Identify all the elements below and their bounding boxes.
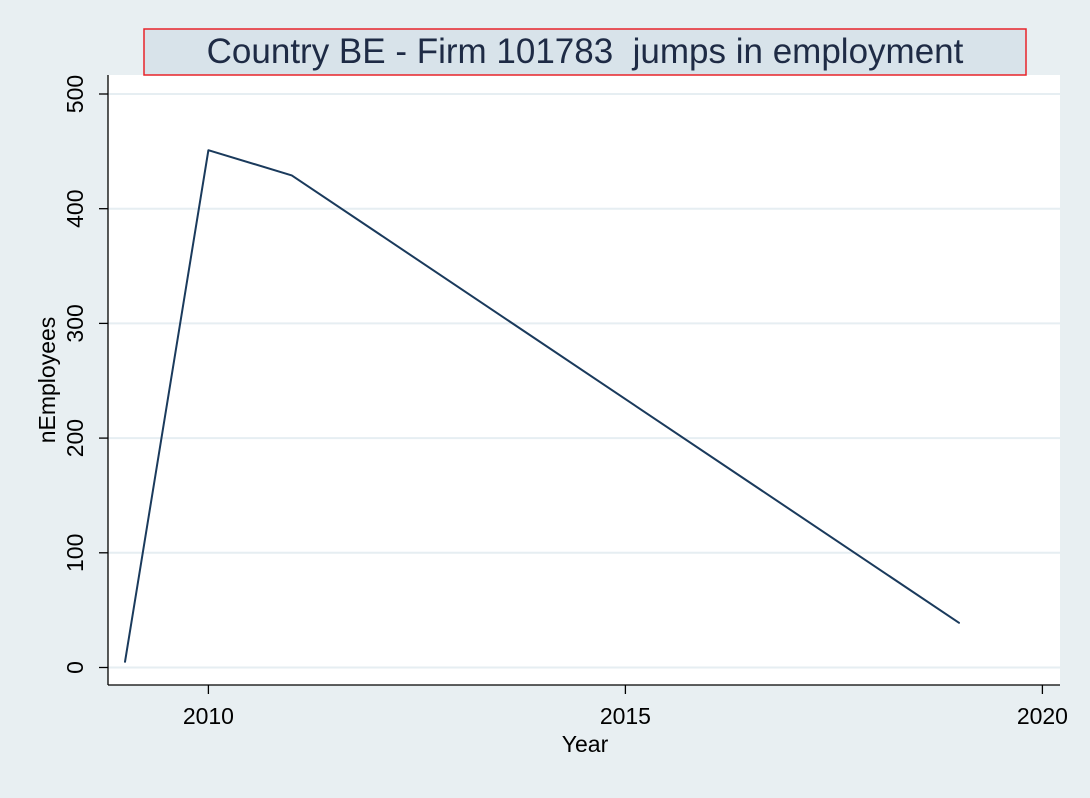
y-tick-label: 300	[62, 304, 88, 342]
y-tick-label: 0	[62, 661, 88, 674]
series-layer	[124, 149, 960, 663]
y-axis-label: nEmployees	[34, 317, 60, 444]
title-box	[143, 28, 1027, 76]
gridlines	[108, 93, 1060, 669]
y-tick-label: 200	[62, 419, 88, 457]
x-tick-label: 2015	[600, 703, 651, 729]
ticks: 2010 2015 2020 0 100 200 300 400 500	[62, 75, 1068, 729]
x-tick-label: 2020	[1017, 703, 1068, 729]
axes	[107, 75, 1060, 686]
y-tick-label: 400	[62, 190, 88, 228]
plot-area	[108, 75, 1060, 685]
chart-title-box: Country BE - Firm 101783 jumps in employ…	[143, 28, 1027, 76]
x-tick-label: 2010	[183, 703, 234, 729]
chart-title: Country BE - Firm 101783 jumps in employ…	[207, 32, 964, 71]
y-tick-label: 500	[62, 75, 88, 113]
series-line	[124, 149, 960, 663]
x-axis-label: Year	[562, 731, 609, 757]
y-tick-label: 100	[62, 534, 88, 572]
